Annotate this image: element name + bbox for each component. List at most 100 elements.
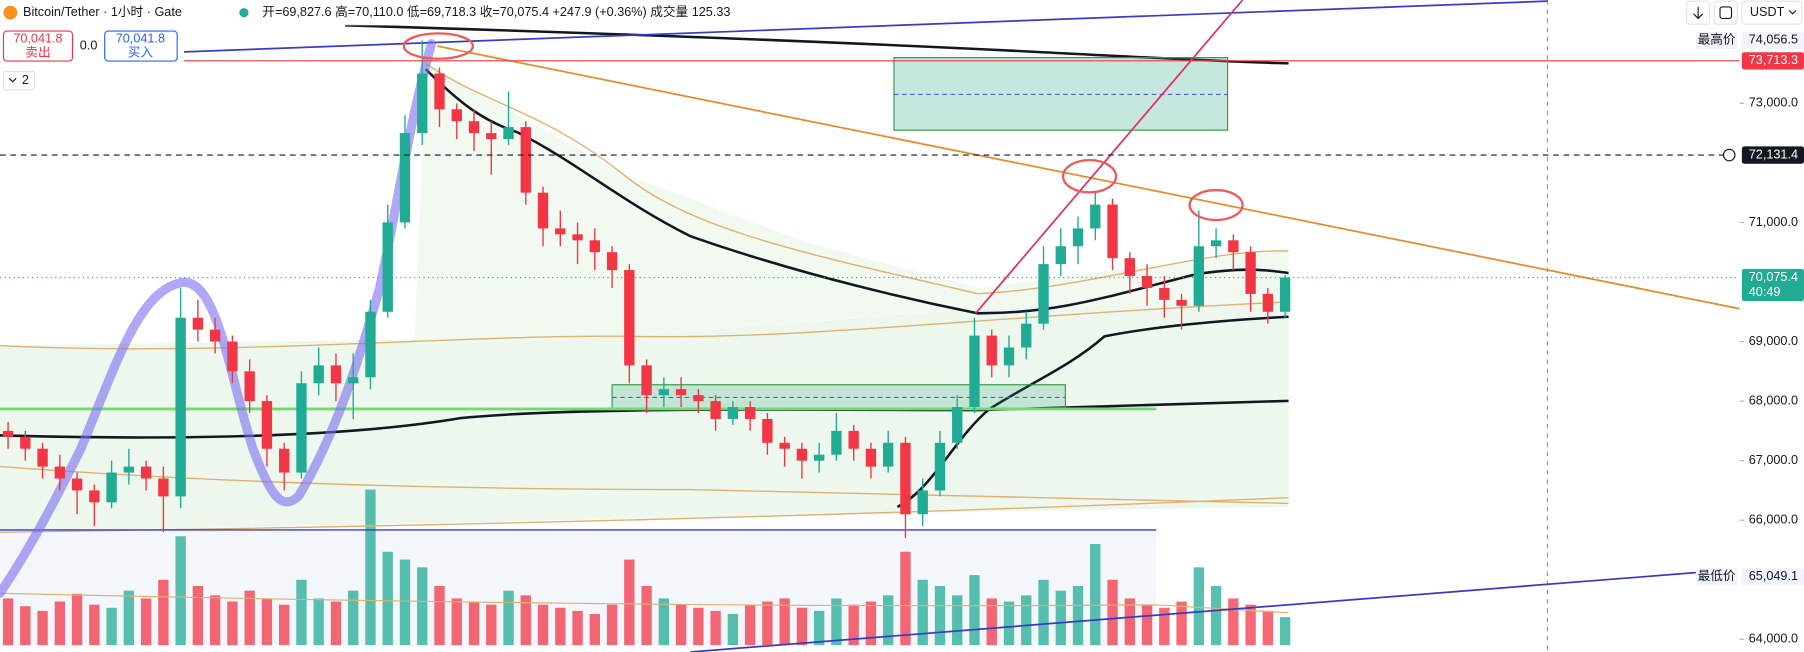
price-label: 70,075.4 xyxy=(1749,270,1798,284)
candle-body xyxy=(796,448,808,461)
candle-body xyxy=(727,407,739,419)
candle-body xyxy=(555,228,566,235)
candle-body xyxy=(348,377,359,384)
buy-button[interactable] xyxy=(104,30,178,62)
volume-bar xyxy=(1193,567,1205,646)
candle-body xyxy=(158,478,169,497)
volume-bar xyxy=(1245,604,1256,646)
volume-bar xyxy=(693,607,704,646)
price-label-box xyxy=(1741,568,1804,586)
volume-bar xyxy=(831,598,842,646)
axis-layer: 64,000.0 66,000.0 67,000.0 68,000.0 69,000.0… xyxy=(0,32,1804,646)
candle-body xyxy=(244,371,255,402)
currency-button[interactable] xyxy=(1741,0,1803,25)
volume-bar xyxy=(244,590,255,646)
volume-bar xyxy=(520,595,531,646)
symbol-title: Bitcoin/Tether · 1小时 · Gate xyxy=(23,5,182,19)
candle-body xyxy=(503,127,514,140)
indicator-count: 2 xyxy=(22,73,29,87)
sell-button[interactable] xyxy=(2,30,74,62)
candle-body xyxy=(1055,246,1066,265)
volume-bar xyxy=(330,601,342,646)
volume-bar xyxy=(365,489,376,646)
trend-line xyxy=(437,45,1740,310)
candle-body xyxy=(89,490,100,503)
reset-button[interactable] xyxy=(1713,0,1738,25)
volume-bar xyxy=(1090,544,1101,646)
candle-body xyxy=(865,448,877,467)
candle-body xyxy=(434,73,445,110)
volume-bar xyxy=(813,610,825,646)
candle-body xyxy=(1021,323,1032,348)
candle-body xyxy=(71,478,83,491)
spread: 0.0 xyxy=(80,38,98,52)
volume-bar xyxy=(727,613,739,646)
price-tag-box xyxy=(1695,568,1738,586)
candle-body xyxy=(140,466,152,479)
y-tick-label: 73,000.0 xyxy=(1749,96,1798,110)
volume-bar xyxy=(917,579,928,646)
candle-body xyxy=(37,448,48,467)
candle-body xyxy=(1210,240,1222,247)
sell-price: 70,041.8 xyxy=(13,32,62,46)
volume-bar xyxy=(762,601,773,646)
candle-body xyxy=(1262,293,1274,312)
candle-body xyxy=(417,73,428,134)
candle-body xyxy=(934,442,946,491)
price-label: 73,713.3 xyxy=(1749,53,1798,67)
candle-body xyxy=(54,466,66,479)
ma-line xyxy=(424,68,1289,315)
candle-body xyxy=(658,389,670,396)
currency: USDT xyxy=(1750,5,1785,19)
candle-body xyxy=(330,365,342,384)
candle-body xyxy=(175,317,186,497)
price-label: 72,131.4 xyxy=(1749,147,1798,161)
candle-body xyxy=(710,401,721,419)
reset-icon xyxy=(1719,6,1733,20)
candle-body xyxy=(537,192,549,229)
volume-bar xyxy=(1038,579,1049,646)
candle-body xyxy=(572,234,583,241)
volume-bar xyxy=(417,567,428,646)
candle-body xyxy=(296,383,307,473)
volume-bar xyxy=(382,551,393,646)
y-tick-label: 71,000.0 xyxy=(1749,215,1798,229)
trend-line xyxy=(690,571,1698,652)
candle-body xyxy=(1003,347,1015,366)
volume-bar xyxy=(313,598,324,646)
candle-body xyxy=(106,472,117,503)
highlight-circles xyxy=(402,32,1244,222)
y-tick-label: 69,000.0 xyxy=(1749,334,1798,348)
y-tick-label: 67,000.0 xyxy=(1749,453,1798,467)
indicator-toggle[interactable] xyxy=(2,70,36,91)
candle-body xyxy=(900,442,911,515)
crosshair-add xyxy=(1722,148,1736,162)
candle-body xyxy=(1141,276,1153,288)
status-dot xyxy=(239,8,249,18)
volume-bar xyxy=(209,595,221,646)
candle-body xyxy=(227,341,238,372)
volume-bar xyxy=(20,606,31,646)
ma-line xyxy=(0,465,1289,505)
volume-bar xyxy=(658,598,670,646)
volume-bar xyxy=(175,536,186,646)
highlight-circle xyxy=(1061,158,1118,194)
volume-bar xyxy=(261,598,273,646)
candle-body xyxy=(1193,246,1205,306)
volume-bar xyxy=(227,601,238,646)
volume-bar xyxy=(158,579,169,646)
trend-line xyxy=(974,0,1244,314)
volume-bar xyxy=(123,590,135,646)
candle-layer xyxy=(2,40,1291,539)
header: Bitcoin/Tether · 1小时 · Gate 开=69,827.6 高… xyxy=(0,0,1803,91)
candle-body xyxy=(486,133,497,140)
price-label-box xyxy=(1741,268,1804,302)
volume-bar xyxy=(1124,598,1135,646)
volume-bar xyxy=(434,585,445,646)
candle-body xyxy=(209,329,221,342)
volume-bar xyxy=(675,604,687,646)
volume-bar xyxy=(555,607,566,646)
candle-body xyxy=(278,448,290,473)
volume-bar xyxy=(1003,601,1015,646)
